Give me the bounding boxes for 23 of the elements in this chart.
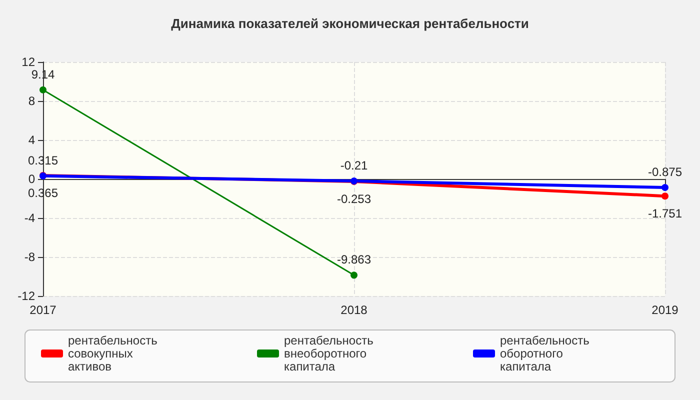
- point: [662, 184, 668, 192]
- chart-title: Динамика показателей экономическая рентабельности: [171, 16, 529, 31]
- data-label: -0.21: [340, 158, 368, 173]
- data-label: -0.253: [336, 192, 372, 206]
- legend-label: рентабельность совокупных активов: [68, 334, 161, 374]
- x-tick-label: 2018: [340, 303, 368, 317]
- y-tick-label: -8: [24, 250, 36, 264]
- point: [40, 86, 46, 94]
- y-tick-label: 0: [28, 172, 36, 186]
- y-tick-label: -12: [18, 289, 36, 303]
- data-label: -9.863: [336, 252, 372, 267]
- y-tick-label: 8: [28, 94, 36, 108]
- y-tick-label: -4: [24, 211, 36, 225]
- legend-label: рентабельность внеоборотного капитала: [284, 334, 377, 374]
- point: [350, 272, 358, 279]
- legend-label: рентабельность оборотного капитала: [500, 334, 593, 374]
- data-label: -0.875: [648, 165, 682, 180]
- y-tick-label: 4: [28, 133, 36, 147]
- point: [662, 192, 668, 200]
- data-label: -1.751: [648, 206, 682, 221]
- y-tick-label: 12: [22, 55, 36, 69]
- x-tick-label: 2017: [30, 303, 57, 317]
- x-tick-label: 2019: [652, 303, 679, 317]
